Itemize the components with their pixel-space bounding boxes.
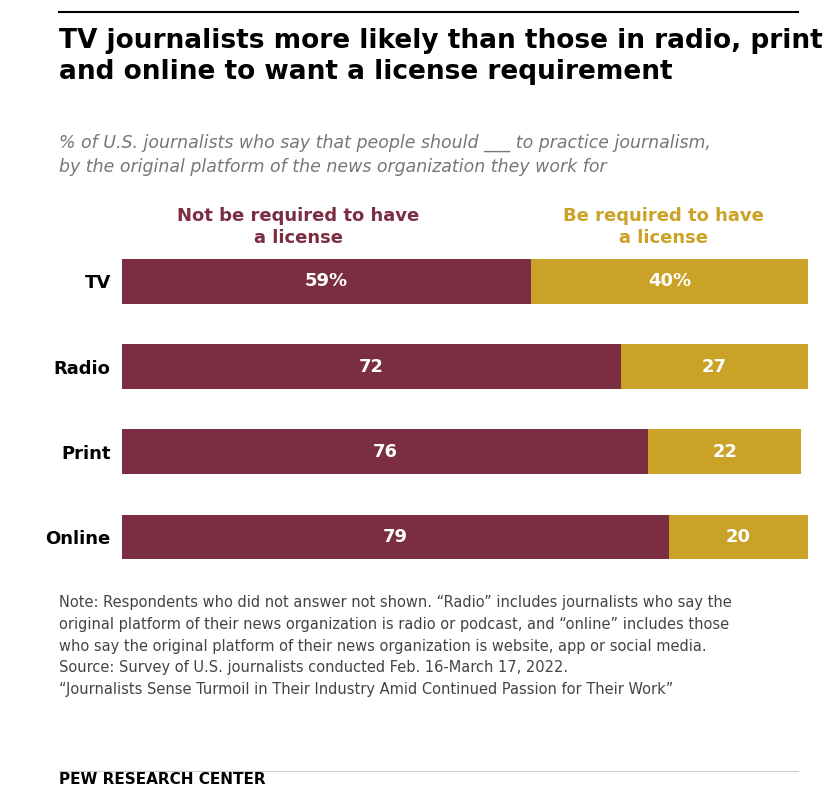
Text: 79: 79: [383, 527, 408, 546]
Text: % of U.S. journalists who say that people should ___ to practice journalism,
by : % of U.S. journalists who say that peopl…: [59, 134, 711, 177]
Text: TV journalists more likely than those in radio, print
and online to want a licen: TV journalists more likely than those in…: [59, 28, 822, 85]
Bar: [122, 514, 669, 559]
Text: PEW RESEARCH CENTER: PEW RESEARCH CENTER: [59, 772, 265, 787]
Bar: [531, 259, 808, 304]
Bar: [122, 429, 648, 474]
Text: 22: 22: [712, 442, 738, 461]
Text: 59%: 59%: [305, 272, 348, 291]
Bar: [669, 514, 808, 559]
Text: 40%: 40%: [648, 272, 690, 291]
Bar: [122, 259, 531, 304]
Bar: [621, 344, 808, 389]
Text: Not be required to have
a license: Not be required to have a license: [177, 207, 419, 247]
Text: 76: 76: [373, 442, 397, 461]
Text: Be required to have
a license: Be required to have a license: [563, 207, 764, 247]
Bar: [648, 429, 801, 474]
Text: Note: Respondents who did not answer not shown. “Radio” includes journalists who: Note: Respondents who did not answer not…: [59, 595, 732, 697]
Text: 27: 27: [701, 357, 727, 376]
Text: 72: 72: [359, 357, 384, 376]
Text: 20: 20: [726, 527, 751, 546]
Bar: [122, 344, 621, 389]
